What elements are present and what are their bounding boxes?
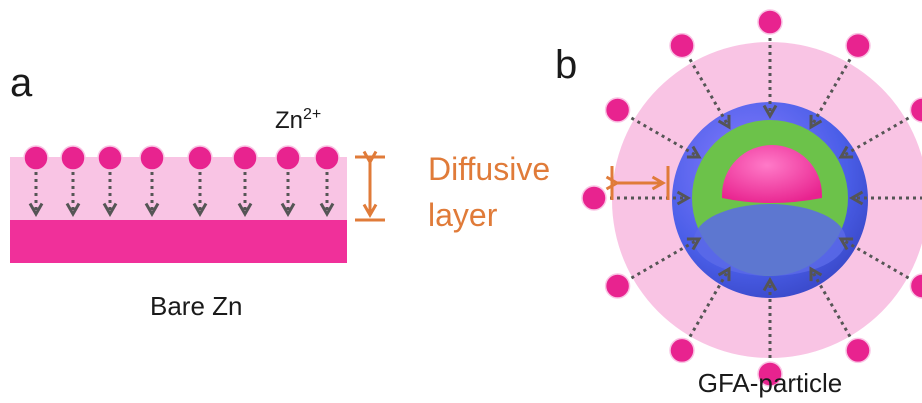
ion [188,146,212,170]
ion [315,146,339,170]
panel-label: a [10,61,33,105]
ion [606,98,630,122]
panel-label: b [555,43,577,87]
ion [582,186,606,210]
annotation-line: layer [428,197,498,233]
ion [910,98,922,122]
ion [758,10,782,34]
ion [140,146,164,170]
ion [24,146,48,170]
ion-base: Zn [275,107,303,134]
page: a Zn2+ Bare Zn Diffusive layer b GFA-par… [0,0,922,403]
ion [846,34,870,58]
annotation-line: Diffusive [428,151,550,187]
thickness-bracket [355,157,385,220]
ion [670,34,694,58]
caption: Bare Zn [150,291,243,321]
ion-label: Zn2+ [275,106,321,134]
ion [98,146,122,170]
ion [846,338,870,362]
figure: a Zn2+ Bare Zn Diffusive layer b GFA-par… [0,0,922,403]
ion-charge: 2+ [303,106,321,123]
ion [606,274,630,298]
ion [61,146,85,170]
ion [910,274,922,298]
shell-bottom [694,204,846,276]
caption: GFA-particle [698,368,843,398]
ion [276,146,300,170]
ion [670,338,694,362]
zn-substrate [10,220,347,263]
ion [233,146,257,170]
